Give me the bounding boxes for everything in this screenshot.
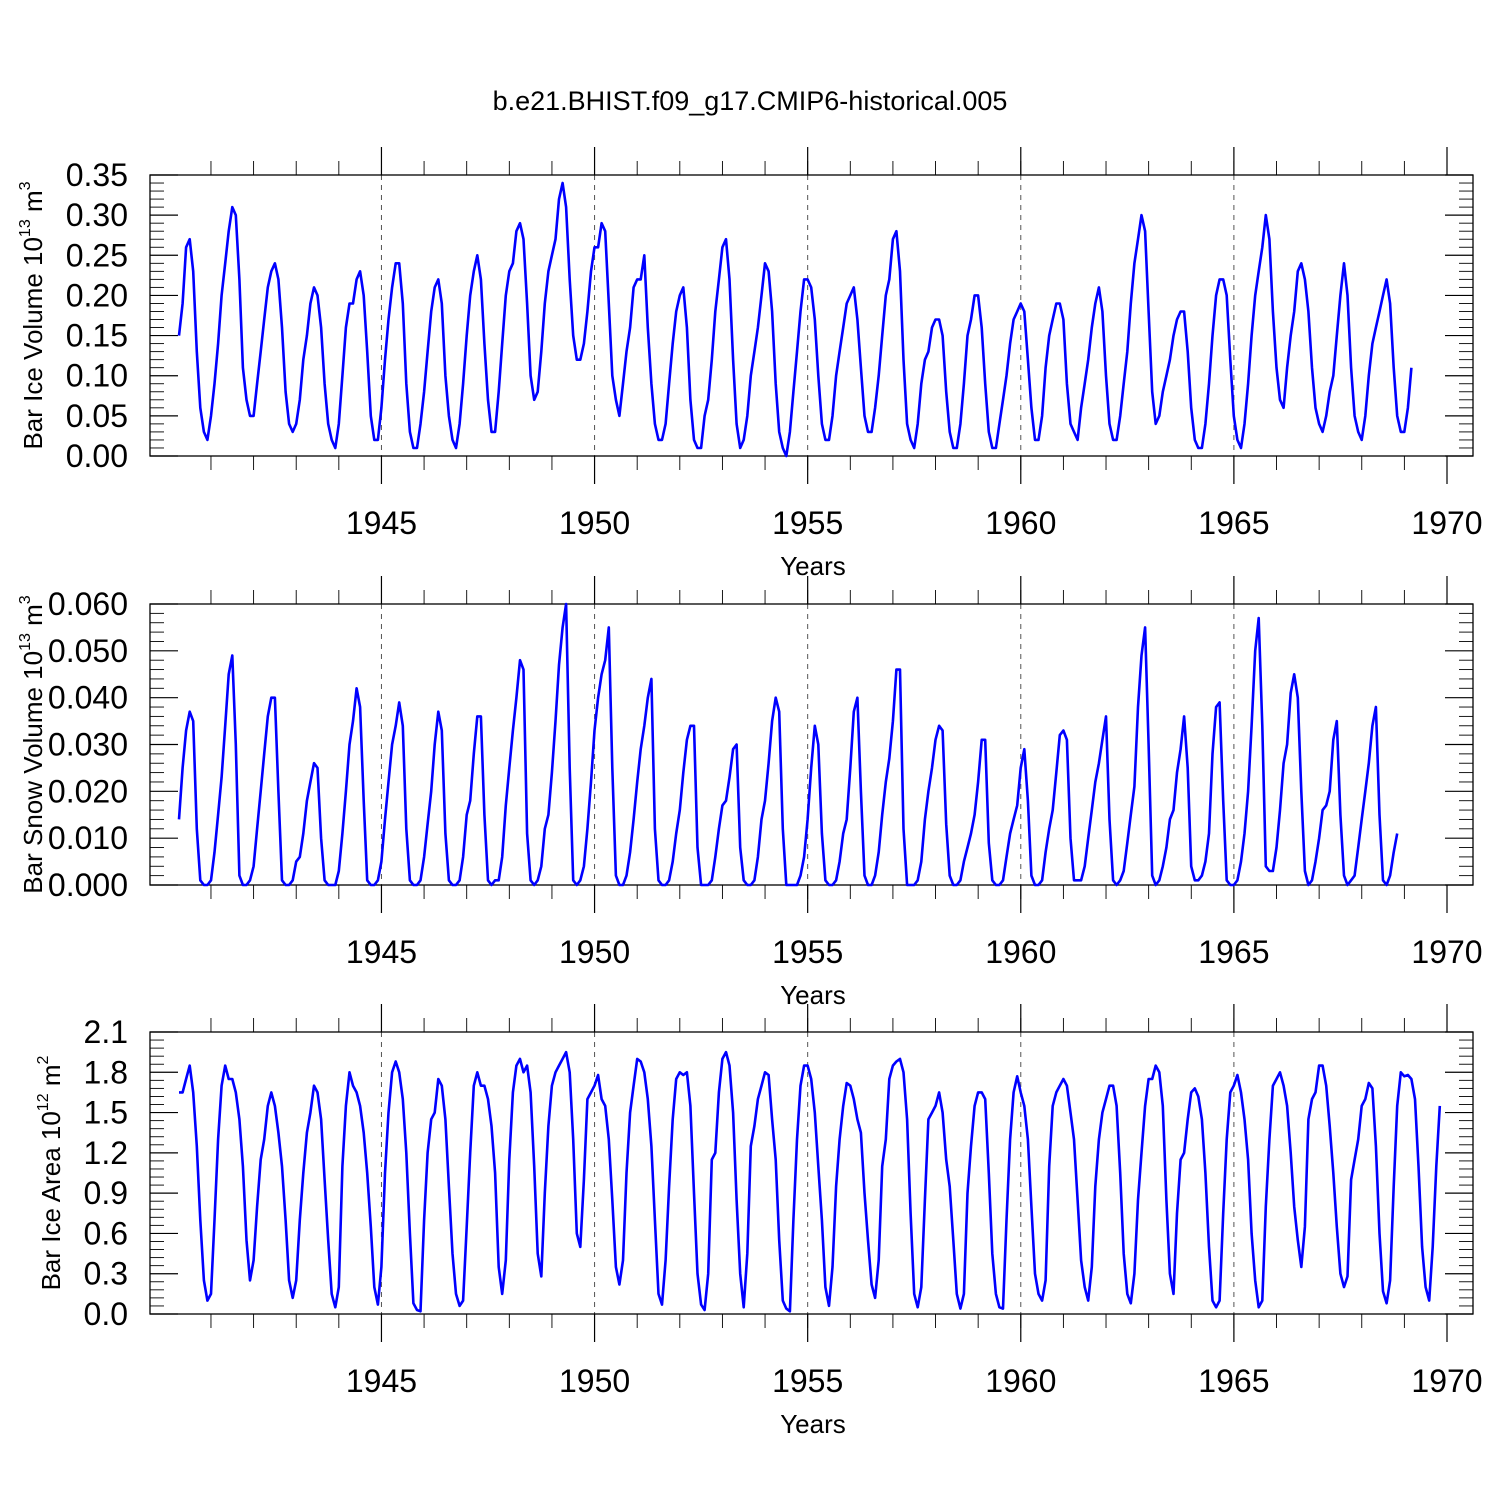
x-tick-label: 1970 — [1411, 934, 1482, 970]
x-tick-label: 1965 — [1198, 505, 1269, 541]
y-tick-label: 0.25 — [66, 237, 128, 273]
y-tick-label: 0.6 — [84, 1215, 128, 1251]
x-tick-label: 1955 — [772, 505, 843, 541]
x-tick-label: 1950 — [559, 505, 630, 541]
y-tick-label: 0.060 — [48, 586, 128, 622]
y-axis-title-exponent: 12 — [35, 1093, 52, 1111]
x-tick-label: 1950 — [559, 1363, 630, 1399]
y-tick-label: 0.9 — [84, 1175, 128, 1211]
y-axis-title-unit: m — [18, 190, 48, 219]
y-tick-label: 0.000 — [48, 867, 128, 903]
y-tick-label: 0.3 — [84, 1256, 128, 1292]
plot-frame — [149, 174, 1474, 457]
y-tick-label: 2.1 — [84, 1014, 128, 1050]
chart-panel-3: 0.0 0.3 0.6 0.9 1.2 1.5 1.8 2.1 1945 1950 1955 1960… — [35, 1004, 1483, 1439]
y-tick-label: 0.0 — [84, 1296, 128, 1332]
x-tick-label: 1960 — [985, 1363, 1056, 1399]
y-tick-label: 0.15 — [66, 318, 128, 354]
y-tick-label: 0.050 — [48, 633, 128, 669]
chart-panel-1: 0.00 0.05 0.10 0.15 0.20 0.25 0.30 0.35 1945 1950… — [17, 147, 1483, 581]
x-tick-label: 1945 — [346, 934, 417, 970]
y-tick-label: 0.030 — [48, 727, 128, 763]
x-tick-label: 1945 — [346, 1363, 417, 1399]
x-tick-label: 1965 — [1198, 1363, 1269, 1399]
x-axis-title: Years — [780, 980, 846, 1010]
y-tick-label: 0.00 — [66, 438, 128, 474]
chart-panel-2: 0.000 0.010 0.020 0.030 0.040 0.050 0.060 1945 1… — [17, 576, 1483, 1010]
x-axis-title: Years — [780, 1409, 846, 1439]
y-axis-title-text: Bar Snow Volume 10 — [18, 651, 48, 894]
y-tick-label: 0.30 — [66, 197, 128, 233]
y-tick-label: 1.5 — [84, 1095, 128, 1131]
y-axis-title-unit: m — [18, 604, 48, 633]
figure-title: b.e21.BHIST.f09_g17.CMIP6-historical.005 — [493, 86, 1008, 116]
y-axis-title: Bar Ice Volume 1013 m3 — [17, 181, 48, 449]
y-axis-title: Bar Ice Area 1012 m2 — [35, 1055, 66, 1290]
y-axis-title-unit-exponent: 3 — [17, 181, 34, 190]
y-tick-label: 0.05 — [66, 398, 128, 434]
y-tick-label: 0.20 — [66, 277, 128, 313]
y-tick-label: 0.35 — [66, 157, 128, 193]
x-tick-label: 1970 — [1411, 1363, 1482, 1399]
x-tick-label: 1960 — [985, 934, 1056, 970]
y-axis-title-unit-exponent: 2 — [35, 1055, 52, 1064]
y-axis-title-unit-exponent: 3 — [17, 595, 34, 604]
y-tick-label: 0.020 — [48, 773, 128, 809]
y-axis-title-exponent: 13 — [17, 219, 34, 237]
y-axis-title: Bar Snow Volume 1013 m3 — [17, 595, 48, 894]
y-tick-label: 1.2 — [84, 1135, 128, 1171]
chart-panels: 0.00 0.05 0.10 0.15 0.20 0.25 0.30 0.35 1945 1950… — [17, 147, 1483, 1439]
x-tick-label: 1955 — [772, 934, 843, 970]
x-tick-label: 1970 — [1411, 505, 1482, 541]
y-axis-title-text: Bar Ice Area 10 — [36, 1111, 66, 1290]
y-tick-label: 0.10 — [66, 358, 128, 394]
y-axis-title-unit: m — [36, 1064, 66, 1093]
x-tick-label: 1960 — [985, 505, 1056, 541]
x-tick-label: 1955 — [772, 1363, 843, 1399]
x-tick-label: 1950 — [559, 934, 630, 970]
y-tick-label: 0.040 — [48, 680, 128, 716]
x-axis-title: Years — [780, 551, 846, 581]
data-series-line — [177, 181, 1413, 458]
y-tick-label: 0.010 — [48, 820, 128, 856]
plot-frame — [149, 1031, 1474, 1315]
data-series-line — [177, 602, 1399, 887]
y-axis-title-text: Bar Ice Volume 10 — [18, 237, 48, 449]
y-axis-title-exponent: 13 — [17, 633, 34, 651]
data-series-line — [179, 1050, 1442, 1313]
x-tick-label: 1945 — [346, 505, 417, 541]
y-tick-label: 1.8 — [84, 1054, 128, 1090]
x-tick-label: 1965 — [1198, 934, 1269, 970]
